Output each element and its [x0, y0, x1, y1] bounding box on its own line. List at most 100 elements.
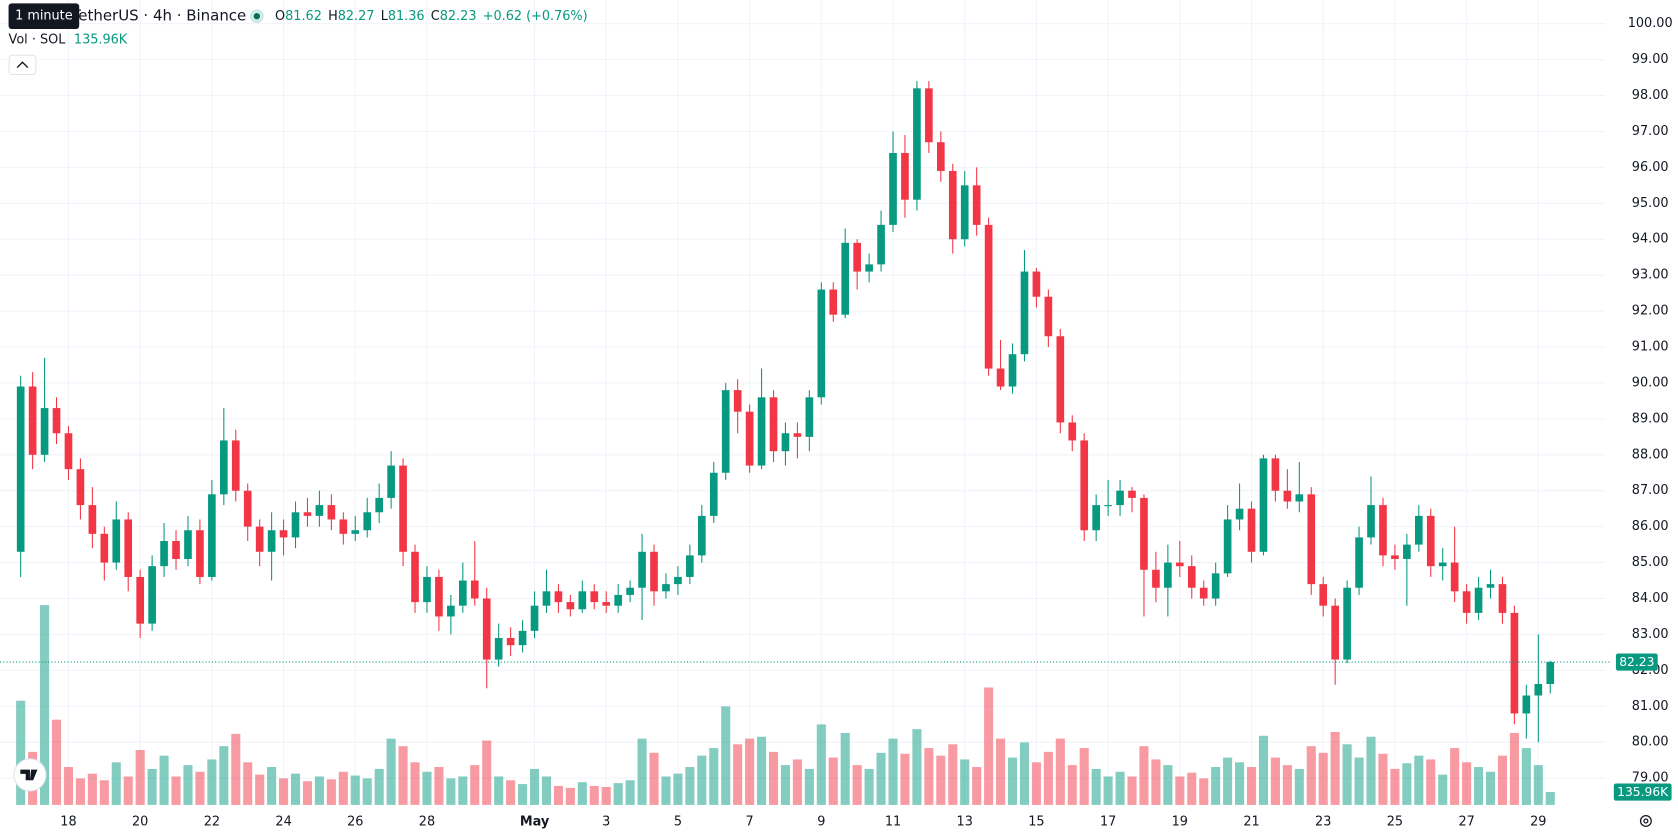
x-tick-label: 26 — [347, 815, 363, 830]
volume-bar — [243, 762, 253, 805]
volume-bar — [135, 749, 145, 805]
candle-body — [1271, 458, 1280, 491]
volume-bar — [852, 765, 862, 805]
settings-icon[interactable] — [1639, 814, 1652, 827]
volume-bar — [410, 762, 420, 805]
candle-body — [590, 591, 599, 603]
candle-body — [602, 602, 611, 606]
candle-body — [64, 433, 73, 470]
volume-bar — [792, 759, 802, 805]
volume-bar — [828, 757, 838, 805]
candle-body — [996, 368, 1005, 387]
candle-body — [208, 494, 216, 577]
axes: 79.0080.0081.0082.0083.0084.0085.0086.00… — [0, 16, 1673, 830]
candle-body — [757, 397, 766, 466]
ohlc-label: L — [381, 9, 389, 24]
candle-body — [231, 440, 240, 491]
volume-value: 135.96K — [74, 32, 128, 47]
candle-body — [447, 605, 455, 617]
candle-body — [1211, 573, 1220, 599]
tooltip-text: 1 minute — [15, 9, 73, 24]
volume-bar — [1103, 776, 1113, 805]
volume-bar — [207, 759, 217, 805]
volume-bar — [290, 773, 301, 805]
y-tick-label: 83.00 — [1632, 627, 1669, 642]
candle-body — [530, 605, 539, 631]
logo-circle[interactable] — [13, 758, 47, 792]
volume-bar — [888, 738, 898, 805]
volume-bar — [1414, 755, 1424, 805]
ohlc-label: O — [275, 9, 285, 24]
candle-body — [829, 289, 838, 315]
volume-bar — [1199, 778, 1209, 805]
candle-body — [901, 153, 909, 200]
volume-bar — [1450, 748, 1460, 805]
collapse-button[interactable] — [8, 54, 37, 76]
candle-layer — [16, 81, 1555, 743]
volume-bar — [1318, 752, 1328, 805]
volume-bar — [733, 744, 743, 805]
volume-bar — [87, 773, 97, 805]
volume-bar — [984, 687, 994, 805]
candle-body — [339, 519, 348, 534]
volume-bar — [1019, 742, 1030, 805]
volume-bar — [147, 768, 157, 805]
volume-bar — [314, 776, 324, 805]
candle-body — [482, 598, 491, 660]
candle-body — [435, 576, 443, 617]
volume-bar — [577, 782, 587, 805]
volume-legend: Vol · SOL 135.96K — [9, 32, 128, 47]
volume-bar — [996, 738, 1006, 805]
ohlc-value: 82.27 — [338, 9, 375, 24]
volume-bar — [123, 776, 133, 805]
volume-bar — [518, 784, 528, 805]
candle-body — [542, 591, 551, 606]
volume-bar — [506, 780, 516, 805]
candle-body — [291, 512, 300, 538]
volume-bar — [171, 776, 181, 805]
volume-bar — [637, 738, 647, 805]
x-tick-label: 28 — [419, 815, 435, 830]
candle-body — [1355, 537, 1363, 588]
volume-bar — [661, 776, 671, 805]
candle-body — [1403, 544, 1411, 559]
y-tick-label: 92.00 — [1632, 304, 1669, 319]
candle-body — [76, 469, 85, 506]
candle-body — [1235, 508, 1244, 520]
candle-body — [733, 390, 742, 412]
candle-body — [1522, 695, 1531, 714]
volume-bar — [613, 783, 623, 805]
ohlc-value: 81.36 — [388, 9, 425, 24]
y-tick-label: 98.00 — [1632, 88, 1669, 103]
candle-body — [709, 472, 718, 516]
collapse-icon — [16, 61, 29, 69]
candle-body — [303, 512, 312, 516]
candle-body — [626, 587, 634, 595]
volume-bar — [1235, 762, 1245, 805]
x-tick-label: 27 — [1458, 815, 1474, 830]
volume-bar — [279, 778, 289, 805]
candle-body — [219, 440, 228, 495]
volume-bar — [1151, 759, 1161, 805]
candle-body — [1247, 508, 1256, 552]
x-tick-label: 23 — [1315, 815, 1331, 830]
volume-bar — [1390, 768, 1400, 805]
candle-body — [1116, 490, 1124, 506]
ohlc-legend: O81.62 H82.27 L81.36 C82.23 +0.62 (+0.76… — [275, 9, 588, 24]
volume-bar — [1115, 771, 1125, 805]
candle-body — [1080, 440, 1089, 531]
candle-body — [721, 390, 730, 473]
volume-name: Vol · SOL — [9, 32, 67, 47]
volume-bar — [1521, 748, 1531, 805]
y-tick-label: 88.00 — [1632, 447, 1669, 462]
volume-bar — [864, 768, 874, 805]
candle-body — [1498, 584, 1507, 613]
volume-bar — [1139, 746, 1149, 805]
volume-bar — [1175, 776, 1185, 805]
y-tick-label: 85.00 — [1632, 555, 1669, 570]
volume-bar — [673, 773, 683, 805]
x-tick-label: 24 — [275, 815, 291, 830]
candle-body — [1343, 587, 1351, 660]
candle-body — [136, 576, 144, 624]
